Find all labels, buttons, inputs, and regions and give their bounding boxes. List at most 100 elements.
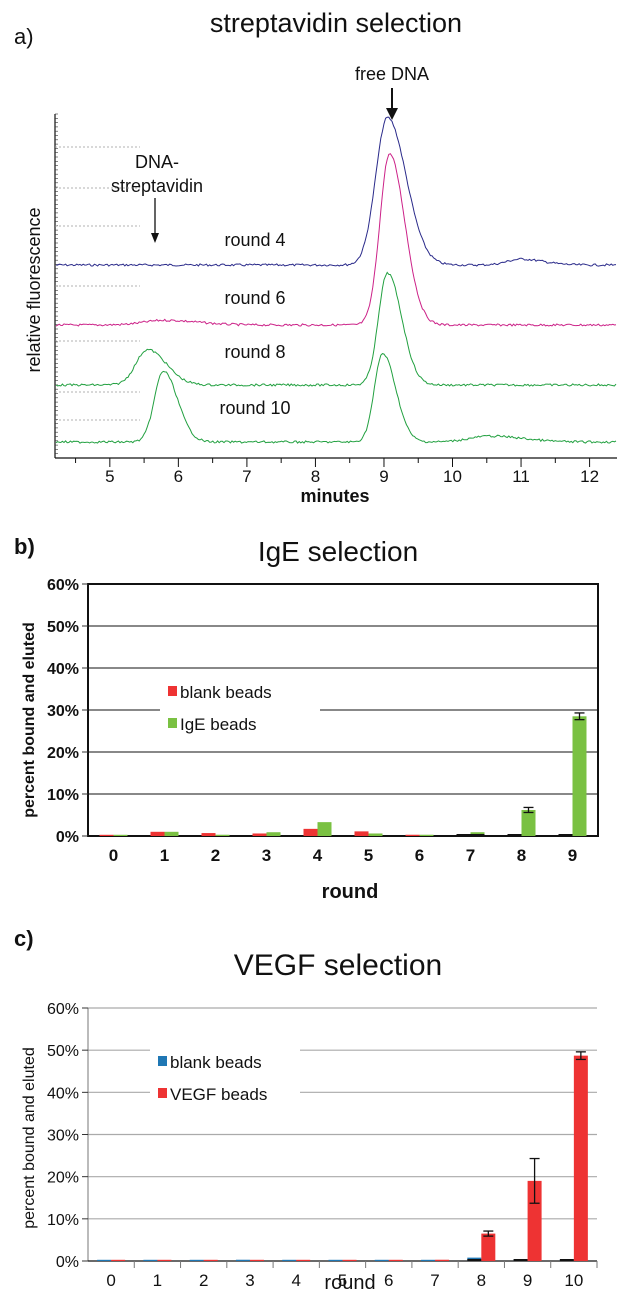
c-bar (342, 1259, 357, 1261)
panel-b-letter: b) (14, 534, 35, 559)
b-y-tick-label: 40% (47, 661, 79, 678)
c-bar (481, 1233, 496, 1261)
b-bar (317, 822, 332, 836)
b-bar-edge (470, 834, 485, 836)
panel-c-xlabel: round (324, 1272, 375, 1294)
c-bar (527, 1180, 542, 1261)
b-legend-label: IgE beads (180, 715, 257, 734)
b-bar (99, 834, 114, 836)
b-y-tick-label: 50% (47, 619, 79, 636)
panel-a-series: round 4 round 6 round 8 round 10 (55, 116, 617, 444)
c-y-tick-label: 50% (47, 1043, 79, 1060)
panel-a-x-tick-label: 5 (105, 467, 114, 486)
b-bar (368, 833, 383, 836)
panel-a-letter: a) (14, 24, 34, 49)
panel-a-x-tick-label: 7 (242, 467, 251, 486)
c-bar (573, 1055, 588, 1261)
complex-arrowhead (151, 233, 159, 243)
c-bar (97, 1259, 112, 1261)
b-bar (266, 832, 281, 836)
b-bar (150, 831, 165, 836)
panel-a-title: streptavidin selection (210, 8, 462, 38)
panel-a-ylabel: relative fluorescence (24, 207, 44, 372)
b-bar-edge (456, 834, 471, 836)
b-y-tick-label: 10% (47, 787, 79, 804)
panel-a: a) streptavidin selection free DNA DNA- … (14, 8, 617, 506)
c-bar-edge (513, 1259, 528, 1261)
c-y-tick-label: 30% (47, 1128, 79, 1145)
c-bar (249, 1259, 264, 1261)
c-legend-label: VEGF beads (170, 1085, 267, 1104)
b-bar (215, 834, 230, 836)
b-x-tick-label: 7 (466, 846, 475, 865)
panel-c-ylabel: percent bound and eluted (21, 1047, 38, 1228)
b-bar (405, 834, 420, 836)
c-x-tick-label: 1 (153, 1271, 162, 1290)
panel-a-xlabel: minutes (300, 486, 369, 506)
panel-b-ylabel: percent bound and eluted (21, 622, 38, 818)
c-x-tick-label: 3 (245, 1271, 254, 1290)
c-legend-box (150, 1046, 300, 1116)
panel-c-bars (97, 1051, 588, 1261)
c-bar (296, 1259, 311, 1261)
c-x-tick-label: 6 (384, 1271, 393, 1290)
panel-a-x-tick-label: 10 (443, 467, 462, 486)
c-x-tick-label: 7 (430, 1271, 439, 1290)
b-x-tick-label: 3 (262, 846, 271, 865)
panel-a-series-label: round 6 (224, 288, 285, 308)
c-bar (282, 1259, 297, 1261)
c-legend-swatch (158, 1088, 167, 1098)
panel-c-x-ticks: 0 1 2 3 4 5 6 7 8 9 10 (106, 1261, 598, 1290)
panel-b: b) IgE selection percent bound and elute… (14, 534, 599, 903)
b-legend-swatch (168, 718, 177, 728)
c-bar (203, 1259, 218, 1261)
c-bar (235, 1259, 250, 1261)
complex-label-line1: DNA- (135, 152, 179, 172)
panel-c-title: VEGF selection (234, 949, 442, 982)
panel-b-title: IgE selection (258, 536, 418, 567)
b-x-tick-label: 8 (517, 846, 526, 865)
panel-a-x-tick-label: 11 (512, 467, 530, 486)
panel-a-series-label: round 8 (224, 342, 285, 362)
b-y-tick-label: 0% (56, 829, 79, 846)
panel-a-trace (55, 271, 617, 387)
panel-a-series-label: round 10 (219, 398, 290, 418)
c-bar-edge (467, 1259, 482, 1261)
free-dna-label: free DNA (355, 64, 429, 84)
c-bar (189, 1259, 204, 1261)
b-legend-label: blank beads (180, 683, 272, 702)
panel-a-x-tick-label: 12 (580, 467, 599, 486)
c-y-tick-label: 20% (47, 1170, 79, 1187)
b-x-tick-label: 1 (160, 846, 169, 865)
c-legend-swatch (158, 1056, 167, 1066)
panel-a-x-tick-label: 8 (311, 467, 320, 486)
b-y-tick-label: 60% (47, 577, 79, 594)
b-bar (572, 716, 587, 836)
b-x-tick-label: 9 (568, 846, 577, 865)
c-y-tick-label: 10% (47, 1212, 79, 1229)
panel-b-y-ticks: 0% 10% 20% 30% 40% 50% 60% (47, 577, 88, 846)
b-legend-box (160, 676, 320, 746)
b-bar (419, 834, 434, 836)
panel-b-legend: blank beads IgE beads (160, 676, 320, 746)
c-bar (388, 1259, 403, 1261)
panel-a-x-ticks: 5 6 7 8 9 10 11 12 (75, 458, 599, 486)
b-bar (113, 834, 128, 836)
b-bar (164, 831, 179, 836)
b-x-tick-label: 0 (109, 846, 118, 865)
panel-a-trace (55, 116, 617, 267)
c-bar (328, 1259, 343, 1261)
panel-c-gridlines (87, 1007, 597, 1262)
c-bar (374, 1259, 389, 1261)
panel-a-trace (55, 353, 617, 444)
b-y-tick-label: 20% (47, 745, 79, 762)
panel-a-series-label: round 4 (224, 230, 285, 250)
c-bar (143, 1259, 158, 1261)
b-y-tick-label: 30% (47, 703, 79, 720)
panel-c: c) VEGF selection percent bound and elut… (14, 926, 598, 1294)
b-bar (201, 833, 216, 836)
c-bar (157, 1259, 172, 1261)
c-y-tick-label: 60% (47, 1001, 79, 1018)
c-bar (421, 1259, 436, 1261)
